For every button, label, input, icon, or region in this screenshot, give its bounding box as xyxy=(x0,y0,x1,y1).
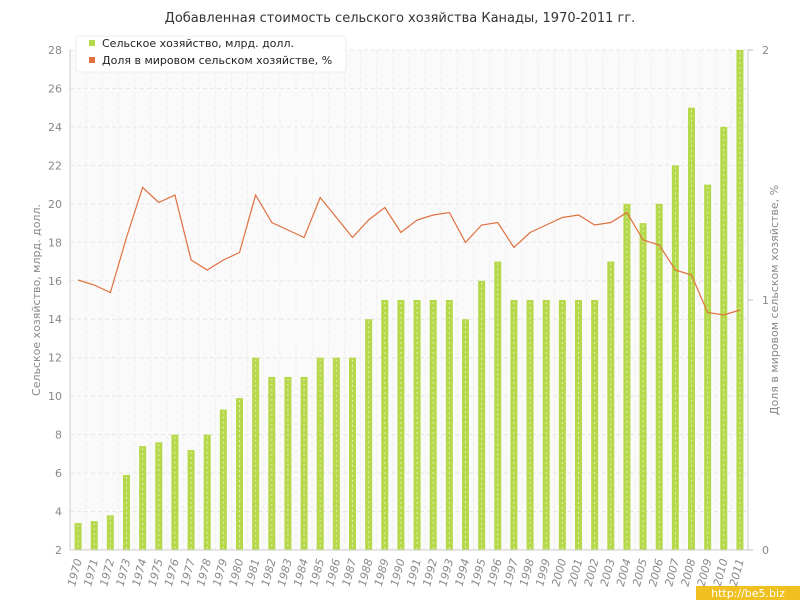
y-tick-label: 8 xyxy=(55,429,62,442)
y2-tick-label: 2 xyxy=(762,44,769,57)
chart-title: Добавленная стоимость сельского хозяйств… xyxy=(165,11,636,26)
bar xyxy=(284,376,292,550)
y-tick-label: 20 xyxy=(48,198,62,211)
bar xyxy=(139,446,147,550)
bar xyxy=(494,261,502,550)
y-tick-label: 10 xyxy=(48,390,62,403)
y-axis-label: Сельское хозяйство, млрд. долл. xyxy=(30,204,43,396)
y2-axis-label: Доля в мировом сельском хозяйстве, % xyxy=(768,185,781,415)
y-tick-label: 26 xyxy=(48,82,62,95)
legend-swatch-line xyxy=(89,57,95,63)
legend-swatch-bars xyxy=(89,40,95,46)
y-tick-label: 22 xyxy=(48,159,62,172)
bar xyxy=(252,357,260,550)
legend-label-bars: Сельское хозяйство, млрд. долл. xyxy=(102,37,294,50)
bar xyxy=(236,398,243,550)
bar xyxy=(526,300,534,550)
bar xyxy=(542,300,550,550)
y-tick-label: 28 xyxy=(48,44,62,57)
bar xyxy=(365,319,373,550)
bar xyxy=(720,126,728,550)
y-tick-label: 6 xyxy=(55,467,62,480)
bar xyxy=(607,261,615,550)
bar xyxy=(349,357,356,550)
bar xyxy=(316,357,324,550)
bar xyxy=(429,300,437,550)
y-tick-label: 24 xyxy=(48,121,62,134)
y2-tick-label: 1 xyxy=(762,294,769,307)
watermark: http://be5.biz xyxy=(696,586,800,600)
y-tick-label: 18 xyxy=(48,236,62,249)
bar xyxy=(300,376,308,550)
bar xyxy=(736,50,744,550)
line-series xyxy=(77,186,741,316)
bar xyxy=(478,280,486,550)
y2-tick-label: 0 xyxy=(762,544,769,557)
y-tick-label: 2 xyxy=(55,544,62,557)
bar xyxy=(413,300,421,550)
x-ticks: 1970197119721973197419751976197719781979… xyxy=(65,557,747,587)
y2-ticks: 0 1 2 xyxy=(748,44,769,557)
bar xyxy=(90,521,98,550)
bar xyxy=(219,409,227,550)
legend: Сельское хозяйство, млрд. долл. Доля в м… xyxy=(75,35,347,73)
share-line xyxy=(77,186,741,316)
bars xyxy=(74,50,744,551)
bar xyxy=(268,376,276,550)
y-tick-label: 12 xyxy=(48,352,62,365)
bar xyxy=(187,450,195,550)
bar xyxy=(510,300,518,550)
bar xyxy=(575,300,582,550)
bar xyxy=(591,300,599,550)
watermark-text: http://be5.biz xyxy=(711,587,785,600)
bar xyxy=(397,300,405,550)
y-tick-label: 16 xyxy=(48,275,62,288)
bar xyxy=(332,357,340,550)
legend-label-line: Доля в мировом сельском хозяйстве, % xyxy=(102,54,332,67)
y-tick-label: 14 xyxy=(48,313,62,326)
bar xyxy=(688,107,695,550)
bar xyxy=(445,300,453,550)
bar xyxy=(462,319,469,550)
legend-box xyxy=(75,35,347,73)
y-tick-label: 4 xyxy=(55,506,62,519)
bar xyxy=(381,300,389,550)
bar xyxy=(558,300,566,550)
